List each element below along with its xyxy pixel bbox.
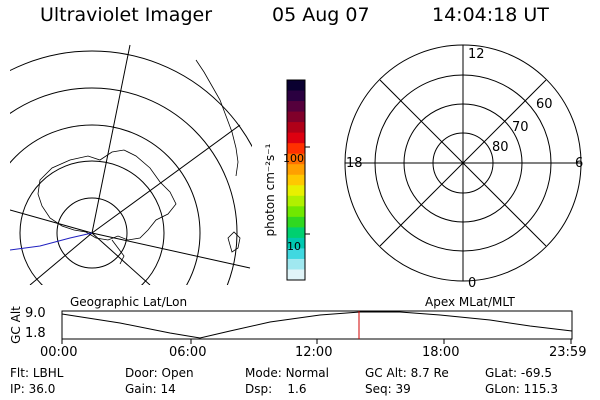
orbit-ytick-top: 9.0: [25, 306, 46, 321]
status-ip: IP: 36.0: [10, 382, 55, 396]
colorbar-tick-10: 10: [287, 240, 301, 253]
map-meridian: [91, 232, 251, 269]
glat-label: GLat:: [485, 366, 518, 380]
colorbar-unit-label: photon cm⁻²s⁻¹: [263, 143, 277, 237]
ip-value: 36.0: [28, 382, 56, 396]
map-lat-circle: [56, 197, 128, 269]
mode-value: Normal: [285, 366, 329, 380]
map-lat-circle: [10, 124, 201, 285]
instrument-title: Ultraviolet Imager: [40, 4, 213, 26]
colorbar-segment: [287, 101, 305, 113]
colorbar-segment: [287, 122, 305, 134]
mlt-0-label: 0: [468, 276, 477, 291]
gain-value: 14: [160, 382, 176, 396]
status-door: Door: Open: [125, 366, 194, 380]
status-glat: GLat: -69.5: [485, 366, 552, 380]
orbit-ylabel: GC Alt: [9, 306, 23, 344]
colorbar-tick-100: 100: [283, 152, 304, 165]
dial-meridian: [379, 79, 547, 247]
mlt-12-label: 12: [468, 47, 485, 62]
map-lat-circle: [10, 50, 252, 148]
colorbar-segment: [287, 111, 305, 123]
orbit-altitude-curve: [61, 311, 573, 339]
glon-label: GLon:: [485, 382, 520, 396]
mlat-80-label: 80: [492, 140, 509, 155]
status-dsp: Dsp: 1.6: [245, 382, 307, 396]
glon-value: 115.3: [523, 382, 558, 396]
status-gain: Gain: 14: [125, 382, 176, 396]
mlt-6-label: 6: [575, 156, 584, 171]
status-seq: Seq: 39: [365, 382, 411, 396]
colorbar-segment: [287, 216, 305, 228]
coastline: [227, 231, 241, 253]
date-label: 05 Aug 07: [272, 4, 370, 26]
dsp-value: 1.6: [287, 382, 307, 396]
orbit-xtick: 00:00: [40, 345, 78, 360]
mlt-18-label: 18: [346, 156, 363, 171]
colorbar-segment: [287, 90, 305, 102]
orbit-xtick: 18:00: [422, 345, 460, 360]
coastline: [10, 232, 93, 251]
map-meridian: [10, 209, 93, 234]
time-label: 14:04:18 UT: [432, 4, 549, 26]
map-meridian: [91, 44, 131, 234]
coastline: [37, 149, 177, 241]
orbit-xtick: 23:59: [549, 345, 587, 360]
mode-label: Mode:: [245, 366, 282, 380]
colorbar-segment: [287, 258, 305, 270]
glat-value: -69.5: [520, 366, 552, 380]
geographic-label: Geographic Lat/Lon: [70, 295, 188, 309]
colorbar-segment: [287, 269, 305, 281]
map-lat-circle: [10, 87, 238, 285]
gain-label: Gain:: [125, 382, 157, 396]
door-label: Door:: [125, 366, 158, 380]
colorbar-segment: [287, 153, 305, 165]
apex-label: Apex MLat/MLT: [425, 295, 515, 309]
status-flt: Flt: LBHL: [10, 366, 63, 380]
mlat-mlt-dial: [344, 44, 582, 282]
colorbar-segment: [287, 143, 305, 155]
seq-label: Seq:: [365, 382, 392, 396]
gcalt-label: GC Alt:: [365, 366, 407, 380]
ip-label: IP:: [10, 382, 25, 396]
map-meridian: [91, 232, 151, 285]
door-value: Open: [161, 366, 194, 380]
status-mode: Mode: Normal: [245, 366, 329, 380]
coastline: [195, 59, 239, 177]
status-gcalt: GC Alt: 8.7 Re: [365, 366, 449, 380]
colorbar-segment: [287, 132, 305, 144]
orbit-ytick-bottom: 1.8: [25, 326, 46, 341]
colorbar-segment: [287, 164, 305, 176]
dsp-label: Dsp:: [245, 382, 273, 396]
map-lat-circle: [19, 160, 165, 285]
colorbar-segment: [287, 80, 305, 92]
colorbar-segment: [287, 185, 305, 197]
seq-value: 39: [395, 382, 411, 396]
colorbar-segment: [287, 227, 305, 239]
colorbar-segment: [287, 206, 305, 218]
mlat-60-label: 60: [536, 97, 553, 112]
colorbar-segment: [287, 174, 305, 186]
colorbar: [287, 80, 305, 281]
map-meridian: [91, 124, 241, 234]
map-meridian: [29, 232, 93, 285]
orbit-xtick: 12:00: [295, 345, 333, 360]
colorbar-segment: [287, 248, 305, 260]
colorbar-frame: [286, 79, 306, 281]
colorbar-segment: [287, 195, 305, 207]
flt-value: LBHL: [32, 366, 64, 380]
coastline: [111, 239, 125, 265]
gcalt-value: 8.7 Re: [410, 366, 449, 380]
status-glon: GLon: 115.3: [485, 382, 558, 396]
mlat-70-label: 70: [512, 120, 529, 135]
flt-label: Flt:: [10, 366, 29, 380]
orbit-xtick: 06:00: [169, 345, 207, 360]
colorbar-segment: [287, 237, 305, 249]
